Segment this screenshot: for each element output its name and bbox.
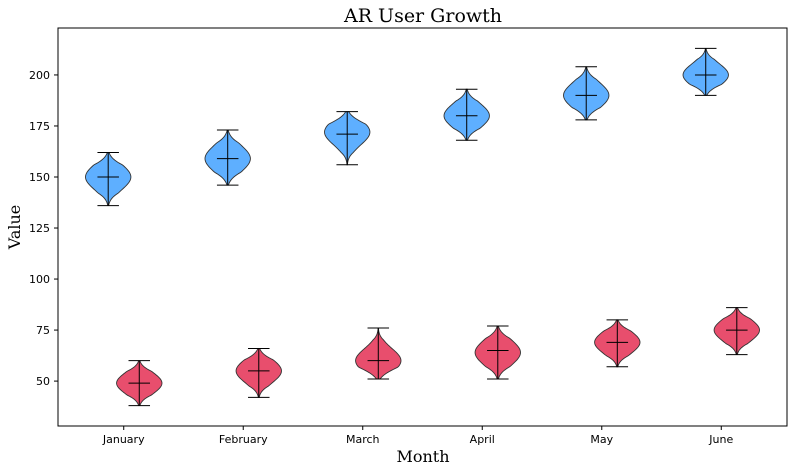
y-axis-label: Value — [5, 205, 24, 251]
violin-blue-february — [204, 129, 251, 186]
x-tick-label: April — [470, 433, 495, 446]
violin-red-april — [474, 325, 521, 380]
y-tick-label: 75 — [36, 324, 50, 337]
plot-area: 50 75 100 125 150 175 200 January February March… — [29, 27, 788, 446]
violin-red-may — [594, 319, 641, 368]
y-tick-label: 175 — [29, 120, 50, 133]
x-tick-label: June — [708, 433, 733, 446]
violin-blue-march — [324, 111, 371, 166]
x-tick-label: May — [590, 433, 613, 446]
y-tick-label: 100 — [29, 273, 50, 286]
violin-red-february — [235, 347, 282, 398]
violin-red-june — [713, 307, 760, 356]
y-tick-label: 50 — [36, 375, 50, 388]
y-axis-ticks: 50 75 100 125 150 175 200 — [29, 69, 58, 388]
y-tick-label: 150 — [29, 171, 50, 184]
violin-blue-april — [443, 88, 490, 141]
violin-red-march — [355, 327, 402, 380]
plot-frame — [57, 27, 788, 427]
x-tick-label: January — [102, 433, 145, 446]
y-tick-label: 125 — [29, 222, 50, 235]
violin-blue-may — [563, 66, 610, 121]
chart-title: AR User Growth — [343, 5, 502, 27]
x-axis-label: Month — [396, 447, 449, 466]
violin-blue-june — [682, 47, 729, 96]
y-tick-label: 200 — [29, 69, 50, 82]
violin-red-january — [116, 360, 163, 407]
violins-group — [85, 47, 760, 407]
violin-blue-january — [85, 152, 132, 207]
x-tick-label: February — [219, 433, 268, 446]
x-tick-label: March — [346, 433, 380, 446]
x-axis-ticks: January February March April May June — [102, 426, 733, 446]
